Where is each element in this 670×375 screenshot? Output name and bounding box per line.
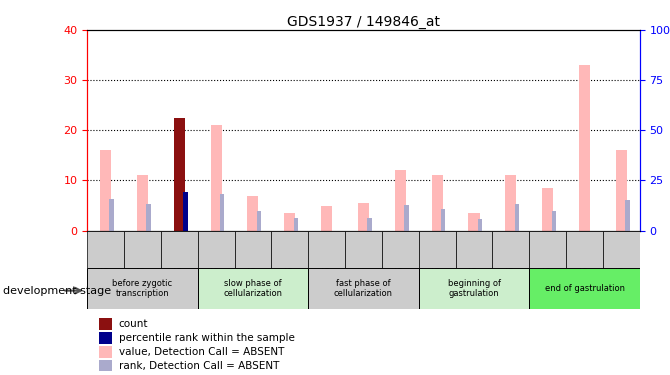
Bar (505, 176, 517, 231)
Bar (616, 150, 627, 231)
Title: GDS1937 / 149846_at: GDS1937 / 149846_at (287, 15, 440, 29)
Text: slow phase of
cellularization: slow phase of cellularization (223, 279, 283, 298)
Text: percentile rank within the sample: percentile rank within the sample (119, 333, 294, 343)
Bar (98, 332, 112, 344)
Bar (419, 268, 529, 309)
Text: before zygotic
transcription: before zygotic transcription (113, 279, 172, 298)
Bar (308, 231, 345, 268)
Bar (431, 176, 443, 231)
Bar (210, 125, 222, 231)
Bar (468, 213, 480, 231)
Bar (321, 206, 332, 231)
Bar (395, 170, 406, 231)
Bar (124, 231, 161, 268)
Bar (492, 231, 529, 268)
Bar (293, 217, 298, 231)
Bar (284, 213, 295, 231)
Bar (247, 195, 259, 231)
Bar (174, 118, 185, 231)
Bar (98, 346, 112, 358)
Bar (161, 231, 198, 268)
Bar (146, 204, 151, 231)
Bar (271, 231, 308, 268)
Bar (456, 231, 492, 268)
Bar (257, 211, 261, 231)
Bar (98, 360, 112, 372)
Text: rank, Detection Call = ABSENT: rank, Detection Call = ABSENT (119, 362, 279, 371)
Bar (382, 231, 419, 268)
Bar (441, 209, 446, 231)
Bar (183, 192, 188, 231)
Bar (109, 198, 114, 231)
Bar (529, 268, 640, 309)
Bar (220, 194, 224, 231)
Bar (478, 219, 482, 231)
Bar (529, 231, 566, 268)
Text: end of gastrulation: end of gastrulation (545, 284, 624, 293)
Text: development stage: development stage (3, 286, 111, 296)
Bar (579, 65, 590, 231)
Bar (87, 268, 198, 309)
Bar (551, 211, 556, 231)
Text: beginning of
gastrulation: beginning of gastrulation (448, 279, 500, 298)
Bar (358, 203, 369, 231)
Bar (100, 150, 111, 231)
Bar (367, 217, 372, 231)
Bar (198, 268, 308, 309)
Bar (625, 200, 630, 231)
Bar (603, 231, 640, 268)
Bar (234, 231, 271, 268)
Text: count: count (119, 319, 148, 329)
Text: value, Detection Call = ABSENT: value, Detection Call = ABSENT (119, 347, 284, 357)
Bar (137, 176, 148, 231)
Bar (87, 231, 124, 268)
Bar (542, 188, 553, 231)
Bar (566, 231, 603, 268)
Bar (404, 204, 409, 231)
Bar (308, 268, 419, 309)
Text: fast phase of
cellularization: fast phase of cellularization (334, 279, 393, 298)
Bar (345, 231, 382, 268)
Bar (515, 204, 519, 231)
Bar (419, 231, 456, 268)
Bar (98, 318, 112, 330)
Bar (198, 231, 234, 268)
